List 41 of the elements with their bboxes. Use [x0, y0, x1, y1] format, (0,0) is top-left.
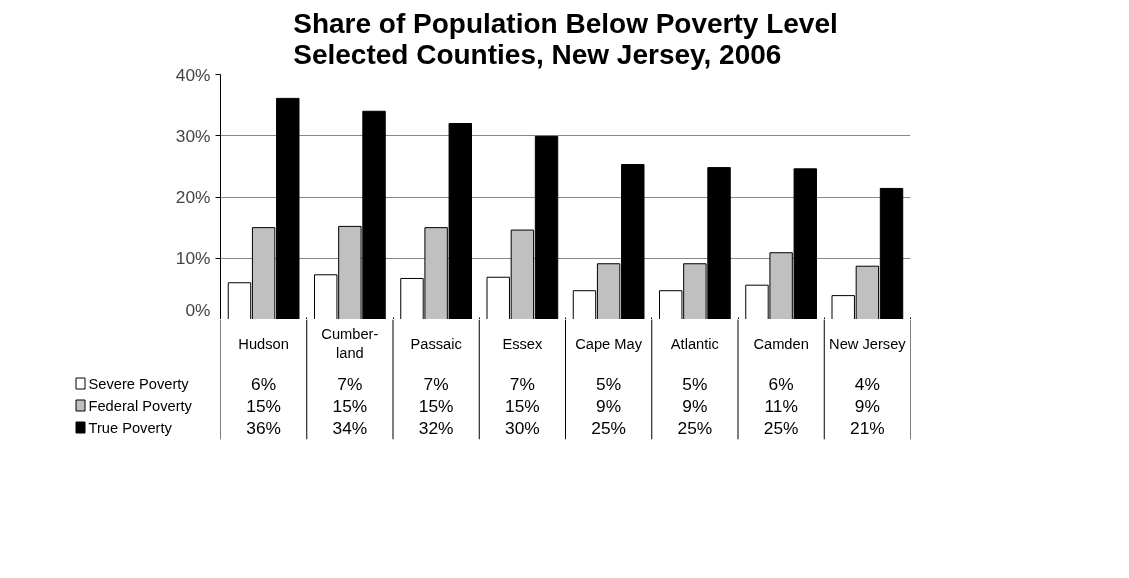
data-label: 25%: [763, 417, 799, 438]
data-label: 9%: [854, 395, 880, 416]
data-label: 21%: [850, 417, 885, 438]
data-label: 15%: [332, 395, 368, 416]
data-label: 6%: [251, 373, 277, 394]
data-label: 15%: [418, 395, 454, 416]
data-label: 36%: [246, 417, 281, 438]
data-label: 11%: [764, 395, 798, 416]
data-label: 4%: [854, 373, 880, 394]
x-tick-label: Cape May: [575, 335, 643, 352]
chart-title: Share of Population Below Poverty Level Selected Counties, New Jersey, 2006: [293, 7, 838, 70]
data-label: 34%: [332, 417, 368, 438]
data-label: 25%: [677, 417, 713, 438]
data-label: 9%: [596, 395, 622, 416]
legend-label: Federal Poverty: [88, 397, 193, 414]
data-label: 15%: [246, 395, 281, 416]
x-tick-label: Passaic: [410, 335, 462, 352]
x-tick-label: Atlantic: [670, 335, 719, 352]
data-label: 5%: [682, 373, 708, 394]
data-label: 15%: [505, 395, 540, 416]
data-label: 5%: [596, 373, 622, 394]
data-label: 32%: [418, 417, 454, 438]
data-label: 7%: [423, 373, 449, 394]
data-label: 30%: [505, 417, 540, 438]
legend-label: True Poverty: [88, 419, 173, 436]
y-tick-label: 40%: [175, 64, 211, 85]
data-label: 7%: [509, 373, 535, 394]
x-tick-label: New Jersey: [829, 335, 907, 352]
x-tick-label: Essex: [502, 335, 543, 352]
y-tick-label: 10%: [175, 248, 211, 269]
data-label: 9%: [682, 395, 708, 416]
y-tick-label: 20%: [175, 187, 211, 207]
data-label: 7%: [337, 373, 363, 394]
data-label: 25%: [591, 417, 626, 438]
x-tick-label: Cumber- land: [321, 325, 379, 362]
y-tick-label: 0%: [185, 299, 211, 320]
data-label: 6%: [768, 373, 794, 394]
x-tick-label: Hudson: [238, 335, 289, 352]
legend-label: Severe Poverty: [88, 375, 190, 392]
y-tick-label: 30%: [175, 125, 211, 146]
x-tick-label: Camden: [753, 335, 809, 352]
